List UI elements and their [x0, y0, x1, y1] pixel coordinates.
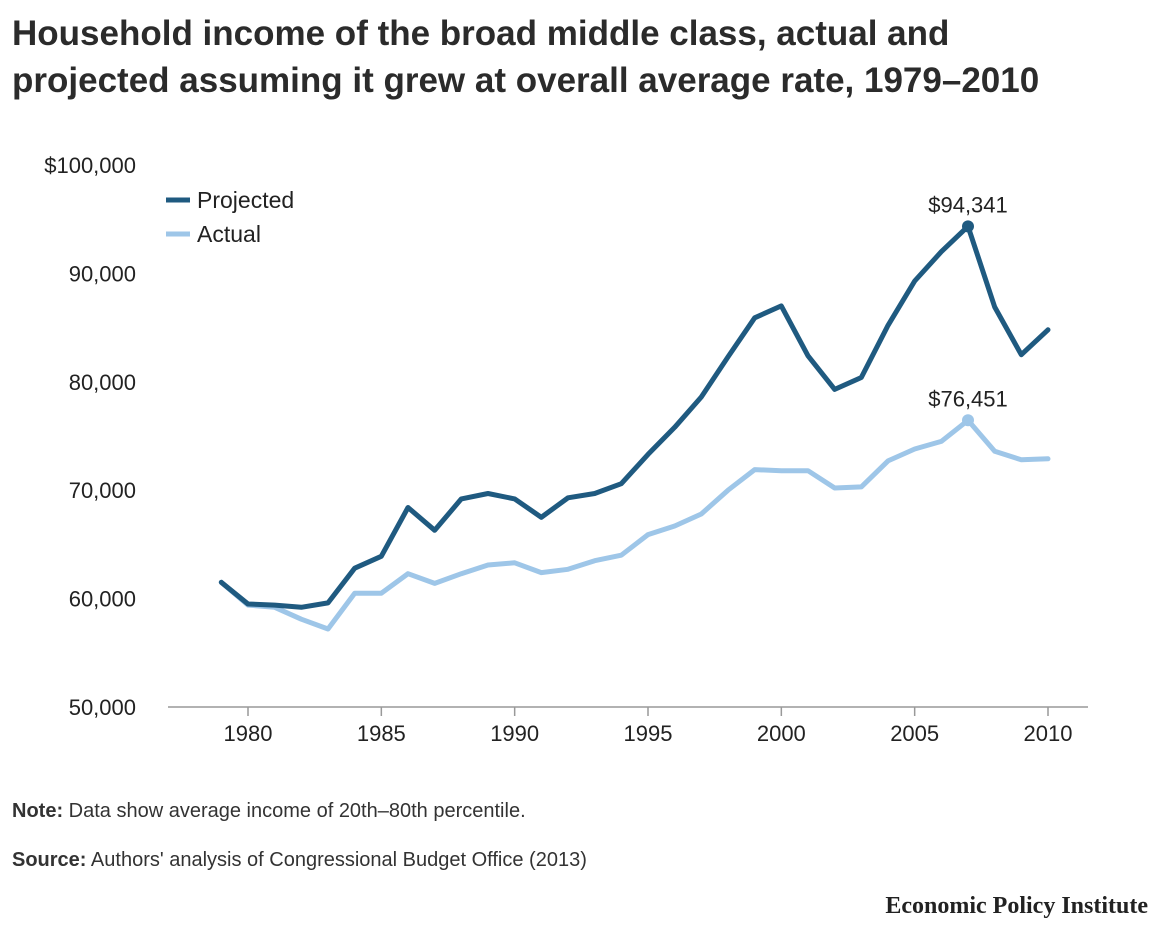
x-tick-label: 1995	[624, 721, 673, 746]
peak-marker-projected	[962, 220, 974, 233]
legend-label-projected: Projected	[197, 187, 294, 213]
data-label-projected: $94,341	[928, 192, 1008, 217]
chart-title-line-2: projected assuming it grew at overall av…	[12, 61, 1040, 100]
note-label: Note:	[12, 800, 64, 822]
y-tick-label: 90,000	[69, 261, 136, 286]
x-tick-label: 1980	[224, 721, 273, 746]
peak-marker-actual	[962, 414, 974, 427]
y-tick-label: 50,000	[69, 695, 136, 720]
series-line-actual	[218, 417, 1051, 632]
chart-note: Note: Data show average income of 20th–8…	[12, 800, 526, 823]
publisher-logo-text: Economic Policy Institute	[885, 893, 1148, 919]
series-line-projected	[218, 223, 1051, 610]
y-tick-label: 80,000	[69, 370, 136, 395]
data-label-actual: $76,451	[928, 386, 1008, 411]
chart-title-line-1: Household income of the broad middle cla…	[12, 14, 950, 53]
x-tick-label: 2000	[757, 721, 806, 746]
y-tick-label: $100,000	[44, 153, 136, 178]
y-tick-label: 70,000	[69, 478, 136, 503]
x-tick-label: 1990	[490, 721, 539, 746]
y-tick-label: 60,000	[69, 587, 136, 612]
chart-source: Source: Authors' analysis of Congression…	[12, 849, 587, 872]
chart-title: Household income of the broad middle cla…	[12, 10, 1132, 104]
line-chart: 1980 1985 1990 1995 2000 2005 2010 50,000 60,000…	[44, 153, 1088, 746]
note-text: Data show average income of 20th–80th pe…	[63, 800, 526, 822]
source-label: Source:	[12, 849, 87, 871]
source-text: Authors' analysis of Congressional Budge…	[86, 849, 587, 871]
x-tick-label: 2005	[890, 721, 939, 746]
x-tick-label: 1985	[357, 721, 406, 746]
legend-label-actual: Actual	[197, 221, 261, 247]
x-tick-label: 2010	[1024, 721, 1073, 746]
